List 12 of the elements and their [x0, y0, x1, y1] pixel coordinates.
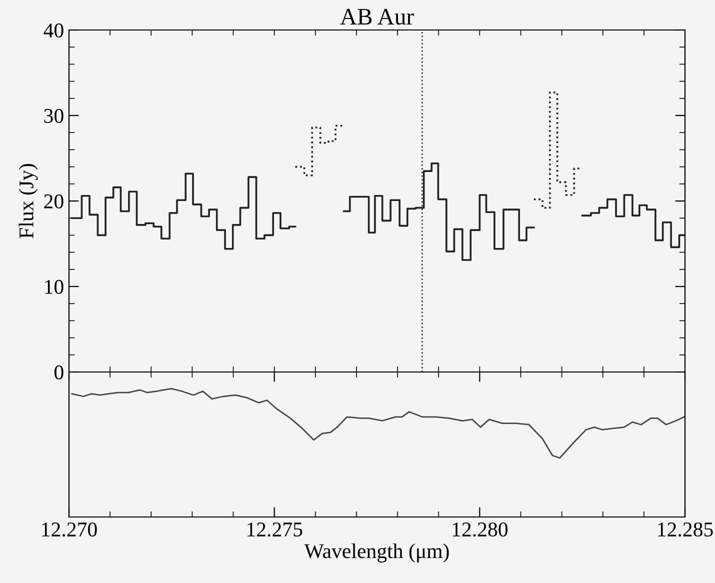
x-tick-label: 12.285: [658, 522, 713, 537]
y-tick-label: 40: [44, 23, 64, 38]
x-tick-label: 12.275: [248, 522, 302, 537]
y-axis-title: Flux (Jy): [18, 164, 38, 238]
x-axis-title: Wavelength (μm): [304, 544, 449, 562]
y-tick-label: 30: [44, 108, 64, 123]
x-tick-label: 12.270: [42, 522, 97, 537]
x-tick-label: 12.280: [452, 522, 508, 537]
y-tick-label: 20: [44, 194, 64, 208]
y-tick-label: 10: [45, 280, 64, 294]
y-tick-label: 0: [54, 365, 64, 380]
chart-title: AB Aur: [340, 8, 414, 25]
